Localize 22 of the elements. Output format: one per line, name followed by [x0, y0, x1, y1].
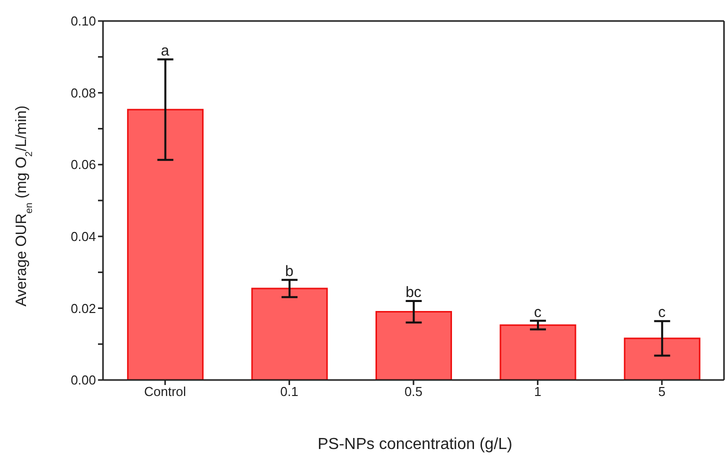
y-tick-label: 0.06 [70, 157, 96, 172]
x-tick-label: 5 [658, 384, 666, 400]
bar [500, 324, 576, 380]
annotation: bc [406, 284, 422, 302]
x-tick-label: Control [144, 384, 186, 400]
annotation: a [160, 42, 170, 60]
bar [251, 288, 328, 380]
bar [375, 311, 452, 380]
annotation: b [285, 262, 294, 280]
x-axis-title: PS-NPs concentration (g/L) [318, 436, 512, 453]
bar [624, 338, 700, 380]
y-tick-label: 0.02 [70, 300, 96, 316]
y-tick-label: 0.00 [70, 372, 96, 388]
x-tick-label: 0.1 [280, 384, 298, 400]
y-tick-label: 0.08 [70, 85, 96, 100]
bar [127, 108, 204, 380]
y-tick-label: 0.04 [70, 229, 96, 244]
annotation: c [534, 304, 542, 321]
x-tick-label: 1 [534, 384, 542, 400]
annotation: c [658, 304, 666, 322]
x-tick-label: 0.5 [404, 384, 423, 400]
y-tick-label: 0.10 [70, 14, 96, 29]
